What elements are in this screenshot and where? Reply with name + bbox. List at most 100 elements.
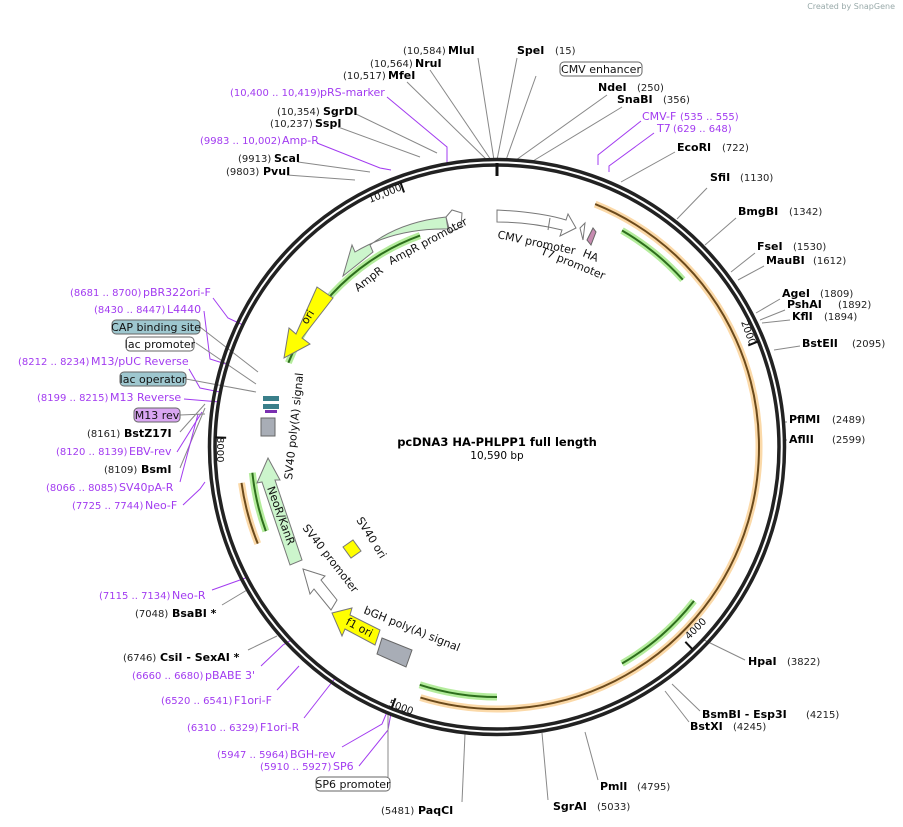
enzyme-leader-line	[532, 106, 623, 162]
feature-sv40-polya[interactable]	[260, 396, 279, 437]
enzyme-leader-line	[773, 345, 801, 351]
enzyme-site[interactable]: (10,354) SgrDI	[277, 105, 357, 118]
primer-site[interactable]: (535 .. 555) CMV-F	[642, 110, 739, 123]
feature-neor[interactable]	[256, 456, 303, 566]
feature-ampr-promoter[interactable]	[445, 209, 463, 233]
enzyme-site[interactable]: (1612) MauBI	[766, 254, 846, 267]
feature-ori[interactable]	[283, 286, 334, 359]
primer-site[interactable]: (10,400 .. 10,419) pRS-marker	[230, 86, 385, 99]
enzyme-site[interactable]: (8161) BstZ17I	[87, 427, 172, 440]
primer-name: Amp-R	[282, 134, 319, 147]
enzyme-position: (15)	[555, 46, 576, 57]
primer-site[interactable]: (5910 .. 5927) SP6	[260, 760, 354, 773]
feature-label-box[interactable]: lac promoter	[125, 336, 196, 352]
snapgene-watermark: Created by SnapGene	[807, 2, 895, 11]
enzyme-site[interactable]: (9803) PvuI	[226, 165, 290, 178]
primer-site[interactable]: (7115 .. 7134) Neo-R	[99, 589, 206, 602]
green-arrow-2[interactable]	[621, 600, 695, 665]
primer-site[interactable]: (8681 .. 8700) pBR322ori-F	[70, 286, 211, 299]
enzyme-site[interactable]: (356) SnaBI	[617, 93, 690, 106]
enzyme-site[interactable]: (1530) FseI	[757, 240, 826, 253]
primer-site[interactable]: (9983 .. 10,002) Amp-R	[200, 134, 319, 147]
enzyme-position: (722)	[722, 143, 749, 154]
primer-name: F1ori-F	[234, 694, 272, 707]
enzyme-site[interactable]: (6746) CsiI - SexAI *	[123, 651, 240, 664]
enzyme-site[interactable]: (1342) BmgBI	[738, 205, 822, 218]
enzyme-site[interactable]: (5481) PaqCI	[381, 804, 453, 817]
feature-t7-promoter[interactable]	[579, 221, 586, 241]
green-arrow-4[interactable]	[251, 472, 267, 532]
primer-site[interactable]: (6660 .. 6680) pBABE 3'	[132, 669, 255, 682]
enzyme-site[interactable]: (8109) BsmI	[104, 463, 172, 476]
feature-label-box[interactable]: CAP binding site	[111, 319, 201, 335]
primer-site[interactable]: (8199 .. 8215) M13 Reverse	[37, 391, 181, 404]
green-arrow-1[interactable]	[621, 229, 684, 281]
enzyme-site[interactable]: (4795) PmlI	[600, 780, 670, 793]
primer-site[interactable]: (8212 .. 8234) M13/pUC Reverse	[18, 355, 189, 368]
enzyme-site[interactable]: (1892) PshAI	[787, 298, 871, 311]
feature-sv40-ori[interactable]	[342, 539, 362, 559]
enzyme-site[interactable]: (250) NdeI	[598, 81, 664, 94]
feature-cmv-promoter[interactable]	[496, 209, 577, 237]
enzyme-site[interactable]: (10,237) SspI	[270, 117, 341, 130]
enzyme-name: BmgBI	[738, 205, 778, 218]
feature-label-box[interactable]: CMV enhancer	[559, 61, 643, 77]
enzyme-site[interactable]: (9913) ScaI	[238, 152, 300, 165]
primer-range: (629 .. 648)	[673, 124, 732, 135]
primer-site[interactable]: (5947 .. 5964) BGH-rev	[217, 748, 336, 761]
enzyme-name: NruI	[415, 57, 442, 70]
feature-label-box[interactable]: M13 rev	[133, 407, 181, 423]
primer-leader-line	[597, 120, 642, 165]
enzyme-site[interactable]: (2489) PflMI	[789, 413, 865, 426]
enzyme-site[interactable]: (4215) BsmBI - Esp3I	[702, 708, 839, 721]
feature-ampr[interactable]	[342, 216, 449, 278]
primer-site[interactable]: (629 .. 648)T7	[656, 122, 732, 135]
enzyme-site[interactable]: (4245) BstXI	[690, 720, 766, 733]
primer-site[interactable]: (8430 .. 8447) L4440	[94, 303, 201, 316]
enzyme-site[interactable]: (15) SpeI	[517, 44, 576, 57]
feature-box-label: lac operator	[120, 373, 187, 386]
feature-label-box[interactable]: SP6 promoter	[315, 776, 391, 792]
enzyme-site[interactable]: (2095) BstEII	[802, 337, 885, 350]
primer-name: BGH-rev	[290, 748, 336, 761]
primer-site[interactable]: (6520 .. 6541) F1ori-F	[161, 694, 272, 707]
feature-sv40-promoter[interactable]	[302, 568, 338, 611]
green-arrow-3[interactable]	[419, 683, 498, 698]
feature-f1-ori[interactable]	[331, 607, 381, 646]
enzyme-site[interactable]: (7048) BsaBI *	[135, 607, 217, 620]
feature-bgh-polya[interactable]	[376, 637, 413, 668]
orf-arc-right[interactable]	[420, 203, 760, 710]
enzyme-site[interactable]: (10,584) MluI	[403, 44, 475, 57]
primer-site[interactable]: (8066 .. 8085) SV40pA-R	[46, 481, 174, 494]
enzyme-leader-line	[737, 265, 765, 281]
enzyme-site[interactable]: (1894) KflI	[792, 310, 857, 323]
primer-site[interactable]: (6310 .. 6329) F1ori-R	[187, 721, 300, 734]
enzyme-leader-line	[620, 151, 676, 183]
enzyme-site[interactable]: (1130) SfiI	[710, 171, 773, 184]
primer-site[interactable]: (8120 .. 8139) EBV-rev	[56, 445, 172, 458]
feature-ha[interactable]	[586, 227, 597, 246]
enzyme-leader-line	[704, 217, 737, 246]
enzyme-site[interactable]: (5033) SgrAI	[553, 800, 630, 813]
orf-arc-left[interactable]	[240, 482, 259, 545]
enzyme-name: MluI	[448, 44, 475, 57]
primer-site[interactable]: (7725 .. 7744) Neo-F	[72, 499, 177, 512]
feature-label-box[interactable]: lac operator	[119, 371, 187, 387]
enzyme-site[interactable]: (10,564) NruI	[370, 57, 442, 70]
enzyme-leader-line	[355, 113, 438, 154]
enzyme-leader-line	[247, 635, 278, 651]
enzyme-site[interactable]: (1809) AgeI	[782, 287, 853, 300]
enzyme-position: (5481)	[381, 806, 414, 817]
primer-name: SV40pA-R	[119, 481, 174, 494]
primer-name: pRS-marker	[320, 86, 385, 99]
enzyme-site[interactable]: (2599) AflII	[789, 433, 865, 446]
enzyme-leader-line	[664, 690, 690, 723]
enzyme-site[interactable]: (3822) HpaI	[748, 655, 820, 668]
primer-range: (5947 .. 5964)	[217, 750, 289, 761]
green-arrow-3-halo	[418, 681, 498, 701]
primer-name: M13/pUC Reverse	[91, 355, 189, 368]
enzyme-name: PvuI	[263, 165, 290, 178]
enzyme-site[interactable]: (722) EcoRI	[677, 141, 749, 154]
enzyme-position: (2599)	[832, 435, 865, 446]
enzyme-site[interactable]: (10,517) MfeI	[343, 69, 415, 82]
